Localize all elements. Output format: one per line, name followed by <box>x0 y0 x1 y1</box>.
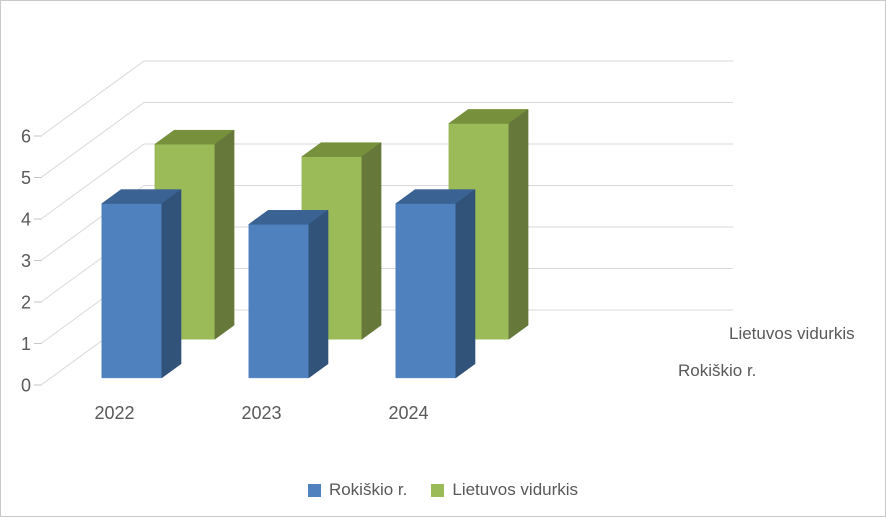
bar-rokiskio-2024-front[interactable] <box>395 203 457 379</box>
bar-rokiskio-2023-side[interactable] <box>308 209 329 379</box>
bar-rokiskio-2024-side[interactable] <box>455 189 476 379</box>
x-axis-label-2022: 2022 <box>94 403 134 423</box>
legend-item-rokiskio[interactable]: Rokiškio r. <box>307 480 408 500</box>
depth-axis-label-rokiskio: Rokiškio r. <box>678 361 757 380</box>
bar-rokiskio-2023-front[interactable] <box>248 224 310 379</box>
y-axis-label-3: 3 <box>21 251 31 271</box>
legend-swatch-lietuvos-vidurkis <box>431 483 445 497</box>
bar-rokiskio-2022-side[interactable] <box>161 189 182 379</box>
bar-rokiskio-2022-front[interactable] <box>101 203 163 379</box>
y-axis-label-1: 1 <box>21 334 31 354</box>
legend-item-lietuvos-vidurkis[interactable]: Lietuvos vidurkis <box>431 480 578 500</box>
gridline-3 <box>40 185 733 261</box>
y-axis-label-4: 4 <box>21 210 31 230</box>
bar-lietuvos-2022-side[interactable] <box>214 129 235 340</box>
bar-lietuvos-2024-side[interactable] <box>508 108 529 340</box>
y-axis-label-0: 0 <box>21 376 31 396</box>
y-axis-label-6: 6 <box>21 127 31 147</box>
gridline-4 <box>40 143 733 220</box>
x-axis-label-2024: 2024 <box>388 403 428 423</box>
y-axis-label-2: 2 <box>21 293 31 313</box>
gridline-6 <box>40 60 733 137</box>
bar-lietuvos-2023-side[interactable] <box>361 142 382 340</box>
x-axis-label-2023: 2023 <box>241 403 281 423</box>
legend-label-rokiskio: Rokiškio r. <box>328 480 408 499</box>
gridline-5 <box>40 102 733 178</box>
legend-swatch-rokiskio <box>307 483 321 497</box>
depth-axis-label-lietuvos-vidurkis: Lietuvos vidurkis <box>729 324 855 343</box>
legend-label-lietuvos-vidurkis: Lietuvos vidurkis <box>452 480 579 499</box>
y-axis-label-5: 5 <box>21 168 31 188</box>
legend: Rokiškio r. Lietuvos vidurkis <box>1 480 885 500</box>
